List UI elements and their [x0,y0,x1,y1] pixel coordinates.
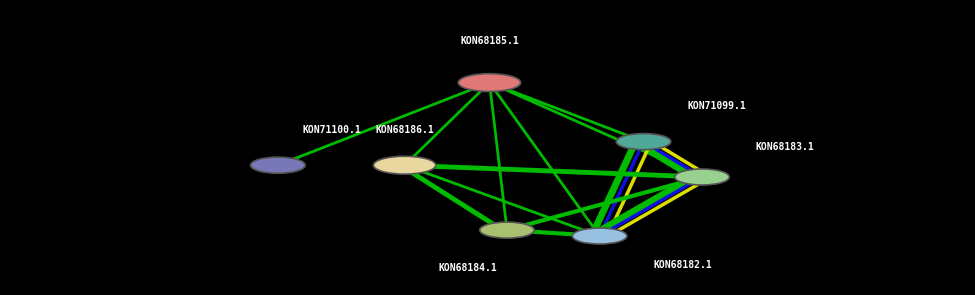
Text: KON68186.1: KON68186.1 [375,125,434,135]
Ellipse shape [480,222,534,238]
Text: KON68182.1: KON68182.1 [653,260,712,271]
Ellipse shape [675,169,729,185]
Text: KON71100.1: KON71100.1 [302,125,361,135]
Ellipse shape [373,156,436,174]
Ellipse shape [251,157,305,173]
Ellipse shape [616,134,671,150]
Text: KON71099.1: KON71099.1 [687,101,746,111]
Text: KON68185.1: KON68185.1 [460,36,519,46]
Ellipse shape [458,74,521,91]
Text: KON68184.1: KON68184.1 [439,263,497,273]
Ellipse shape [572,228,627,244]
Text: KON68183.1: KON68183.1 [756,142,814,153]
